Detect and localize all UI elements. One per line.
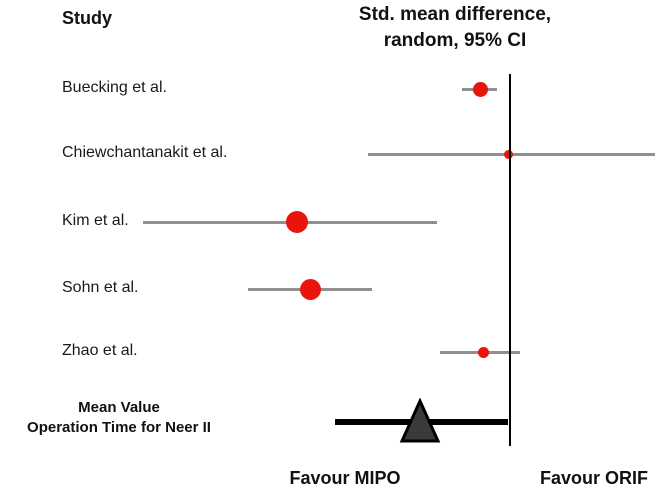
- study-label: Chiewchantanakit et al.: [62, 144, 228, 161]
- effect-size-marker: [472, 81, 488, 97]
- study-column-header: Study: [62, 8, 113, 28]
- study-label: Kim et al.: [62, 212, 129, 229]
- pooled-estimate-label: Mean Value Operation Time for Neer II: [0, 398, 238, 438]
- pooled-label-line1: Mean Value: [78, 399, 160, 416]
- favour-mipo-label: Favour MIPO: [289, 468, 401, 488]
- plot-title: Std. mean difference, random, 95% CI: [300, 2, 610, 54]
- effect-size-marker: [299, 278, 321, 300]
- plot-title-line2: random, 95% CI: [383, 30, 527, 51]
- favour-orif-label: Favour ORIF: [539, 468, 648, 488]
- study-label: Zhao et al.: [62, 342, 138, 359]
- effect-size-marker: [503, 149, 513, 159]
- study-label: Sohn et al.: [62, 279, 139, 296]
- plot-title-line1: Std. mean difference,: [358, 4, 552, 25]
- effect-size-marker: [286, 211, 308, 233]
- study-label: Buecking et al.: [62, 79, 167, 96]
- pooled-triangle-marker: [399, 397, 441, 449]
- null-effect-line: [509, 74, 511, 446]
- effect-size-marker: [477, 346, 489, 358]
- pooled-label-line2: Operation Time for Neer II: [27, 419, 211, 436]
